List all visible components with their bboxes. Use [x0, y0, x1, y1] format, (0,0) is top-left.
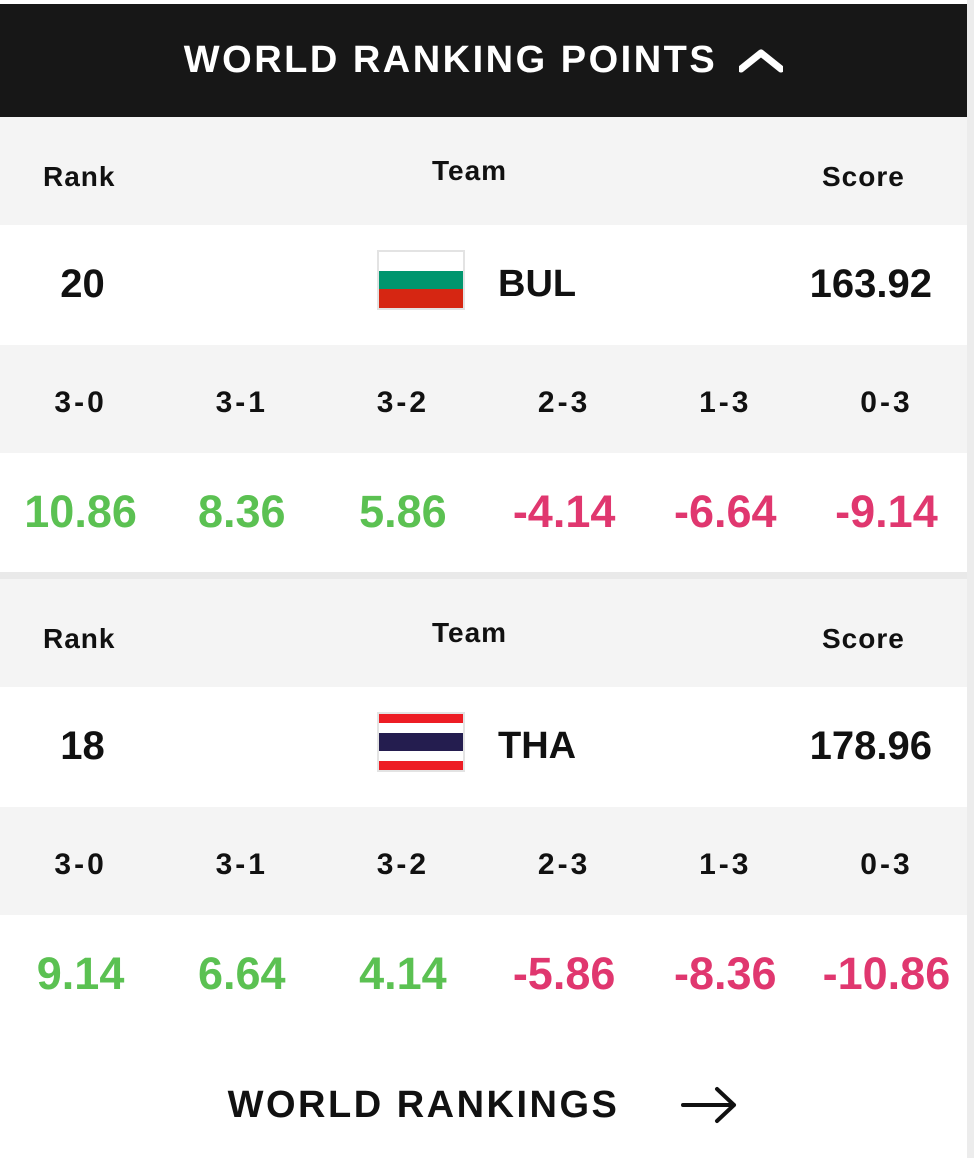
result-value: 6.64 — [197, 948, 286, 999]
result-value: -9.14 — [835, 486, 938, 537]
result-label: 3-1 — [215, 848, 268, 881]
footer: WORLD RANKINGS — [0, 1052, 967, 1158]
result-label: 3-0 — [54, 848, 107, 881]
rank-column-label: Rank — [43, 623, 116, 654]
card-divider — [0, 572, 967, 579]
team-rank: 18 — [60, 724, 105, 768]
result-label: 0-3 — [860, 386, 913, 419]
team-card-tha: Rank Team Score 18 THA 178.96 3-0 3-1 3-… — [0, 579, 967, 1035]
team-column-label: Team — [432, 155, 508, 186]
result-label: 2-3 — [537, 386, 591, 419]
rank-column-label: Rank — [43, 161, 116, 192]
score-column-label: Score — [822, 161, 905, 192]
team-code: BUL — [498, 263, 577, 305]
result-value: -4.14 — [512, 486, 616, 537]
result-values-row: 9.14 6.64 4.14 -5.86 -8.36 -10.86 — [0, 915, 967, 1035]
world-rankings-link[interactable]: WORLD RANKINGS — [228, 1084, 740, 1127]
team-card-bul: Rank Team Score 20 BUL 163.92 3-0 3-1 3-… — [0, 117, 967, 573]
result-label: 3-1 — [215, 386, 268, 419]
result-label: 3-2 — [376, 848, 430, 881]
result-value: -8.36 — [673, 948, 777, 999]
result-value: 8.36 — [197, 486, 286, 537]
team-row: 20 BUL 163.92 — [0, 225, 967, 345]
result-values-row: 10.86 8.36 5.86 -4.14 -6.64 -9.14 — [0, 453, 967, 573]
team-row: 18 THA 178.96 — [0, 687, 967, 807]
result-value: 5.86 — [359, 486, 447, 537]
team-column-label: Team — [432, 617, 508, 648]
bulgaria-flag-icon — [377, 250, 465, 310]
team-rank: 20 — [60, 262, 105, 306]
page-title: WORLD RANKING POINTS — [183, 39, 718, 81]
chevron-up-icon[interactable] — [739, 48, 784, 74]
team-header-row: Rank Team Score — [0, 579, 967, 687]
result-value: 4.14 — [359, 948, 447, 999]
result-label: 3-2 — [376, 386, 430, 419]
result-value: 9.14 — [36, 948, 125, 999]
world-ranking-points-header[interactable]: WORLD RANKING POINTS — [0, 4, 967, 117]
team-code: THA — [498, 725, 577, 767]
result-value: -6.64 — [673, 486, 777, 537]
world-rankings-label: WORLD RANKINGS — [227, 1083, 620, 1126]
team-score: 163.92 — [809, 262, 932, 306]
result-label: 2-3 — [537, 848, 591, 881]
arrow-right-icon — [681, 1085, 739, 1125]
result-label: 1-3 — [699, 848, 752, 881]
team-score: 178.96 — [809, 724, 932, 768]
result-label: 1-3 — [699, 386, 752, 419]
result-labels-row: 3-0 3-1 3-2 2-3 1-3 0-3 — [0, 345, 967, 453]
team-header-row: Rank Team Score — [0, 117, 967, 225]
result-labels-row: 3-0 3-1 3-2 2-3 1-3 0-3 — [0, 807, 967, 915]
score-column-label: Score — [822, 623, 905, 654]
result-value: -5.86 — [512, 948, 616, 999]
result-value: 10.86 — [24, 486, 137, 537]
result-label: 3-0 — [54, 386, 107, 419]
result-value: -10.86 — [822, 948, 951, 999]
scroll-edge — [967, 0, 974, 1158]
thailand-flag-icon — [377, 712, 465, 772]
result-label: 0-3 — [860, 848, 913, 881]
